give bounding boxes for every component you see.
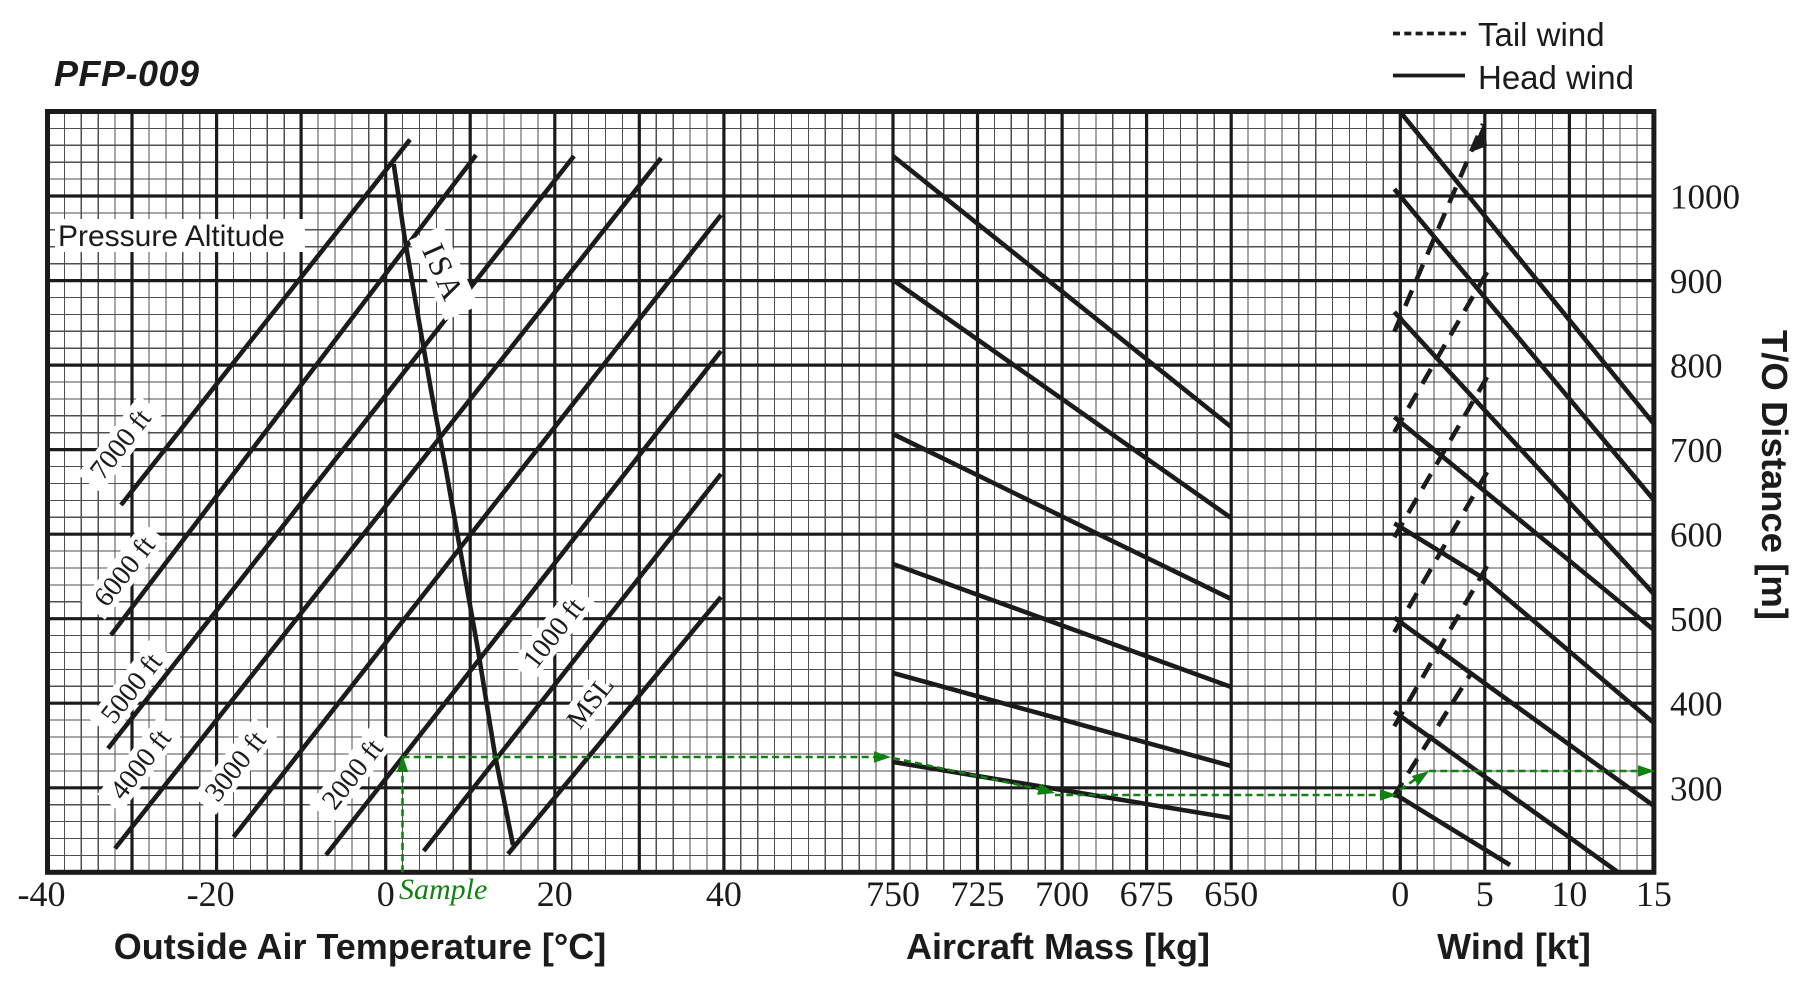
svg-text:10: 10 (1551, 874, 1587, 914)
svg-text:Outside Air Temperature [°C]: Outside Air Temperature [°C] (114, 926, 606, 967)
svg-text:650: 650 (1204, 874, 1258, 914)
svg-text:20: 20 (537, 874, 573, 914)
svg-text:Pressure Altitude: Pressure Altitude (58, 220, 285, 253)
svg-text:Sample: Sample (399, 873, 487, 906)
svg-text:-40: -40 (18, 874, 66, 914)
svg-text:Head wind: Head wind (1478, 59, 1634, 96)
svg-text:T/O Distance [m]: T/O Distance [m] (1754, 330, 1795, 620)
svg-text:900: 900 (1670, 262, 1723, 301)
svg-text:500: 500 (1670, 600, 1723, 639)
svg-text:Tail wind: Tail wind (1478, 16, 1605, 53)
svg-text:725: 725 (951, 874, 1005, 914)
svg-text:600: 600 (1670, 516, 1723, 555)
svg-text:0: 0 (377, 874, 395, 914)
svg-text:750: 750 (866, 874, 920, 914)
svg-text:800: 800 (1670, 347, 1723, 386)
svg-text:5: 5 (1476, 874, 1494, 914)
svg-text:400: 400 (1670, 685, 1723, 724)
svg-text:300: 300 (1670, 769, 1723, 808)
svg-text:15: 15 (1636, 874, 1672, 914)
svg-text:Wind [kt]: Wind [kt] (1437, 926, 1591, 967)
svg-text:-20: -20 (187, 874, 235, 914)
svg-text:1000: 1000 (1670, 178, 1740, 217)
svg-text:Aircraft Mass [kg]: Aircraft Mass [kg] (906, 926, 1210, 967)
svg-text:700: 700 (1670, 431, 1723, 470)
svg-text:40: 40 (706, 874, 742, 914)
svg-text:675: 675 (1120, 874, 1174, 914)
svg-text:700: 700 (1035, 874, 1089, 914)
svg-text:PFP-009: PFP-009 (54, 53, 200, 94)
svg-text:0: 0 (1391, 874, 1409, 914)
